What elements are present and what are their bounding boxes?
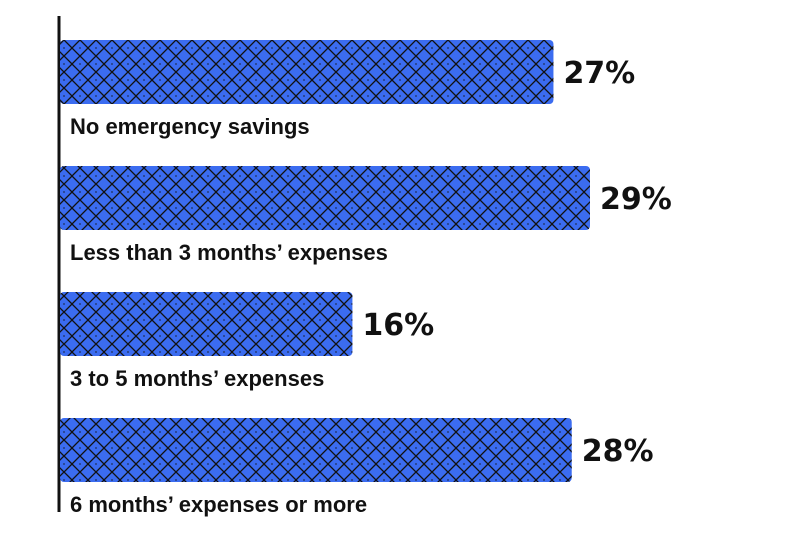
bar-value-label-2: 16% [362,308,434,343]
bar-texture-3 [60,418,572,482]
bar-value-label-3: 28% [582,434,654,469]
category-label-0: No emergency savings [70,114,310,139]
category-label-1: Less than 3 months’ expenses [70,240,388,265]
category-label-2: 3 to 5 months’ expenses [70,366,324,391]
bar-texture-2 [60,292,353,356]
bars-group: 27% No emergency savings 29% Less than 3 mo… [60,40,672,517]
bar-texture-1 [60,166,590,230]
bar-texture-0 [60,40,554,104]
category-label-3: 6 months’ expenses or more [70,492,367,517]
bar-value-label-0: 27% [563,56,635,91]
bar-value-label-1: 29% [600,182,672,217]
